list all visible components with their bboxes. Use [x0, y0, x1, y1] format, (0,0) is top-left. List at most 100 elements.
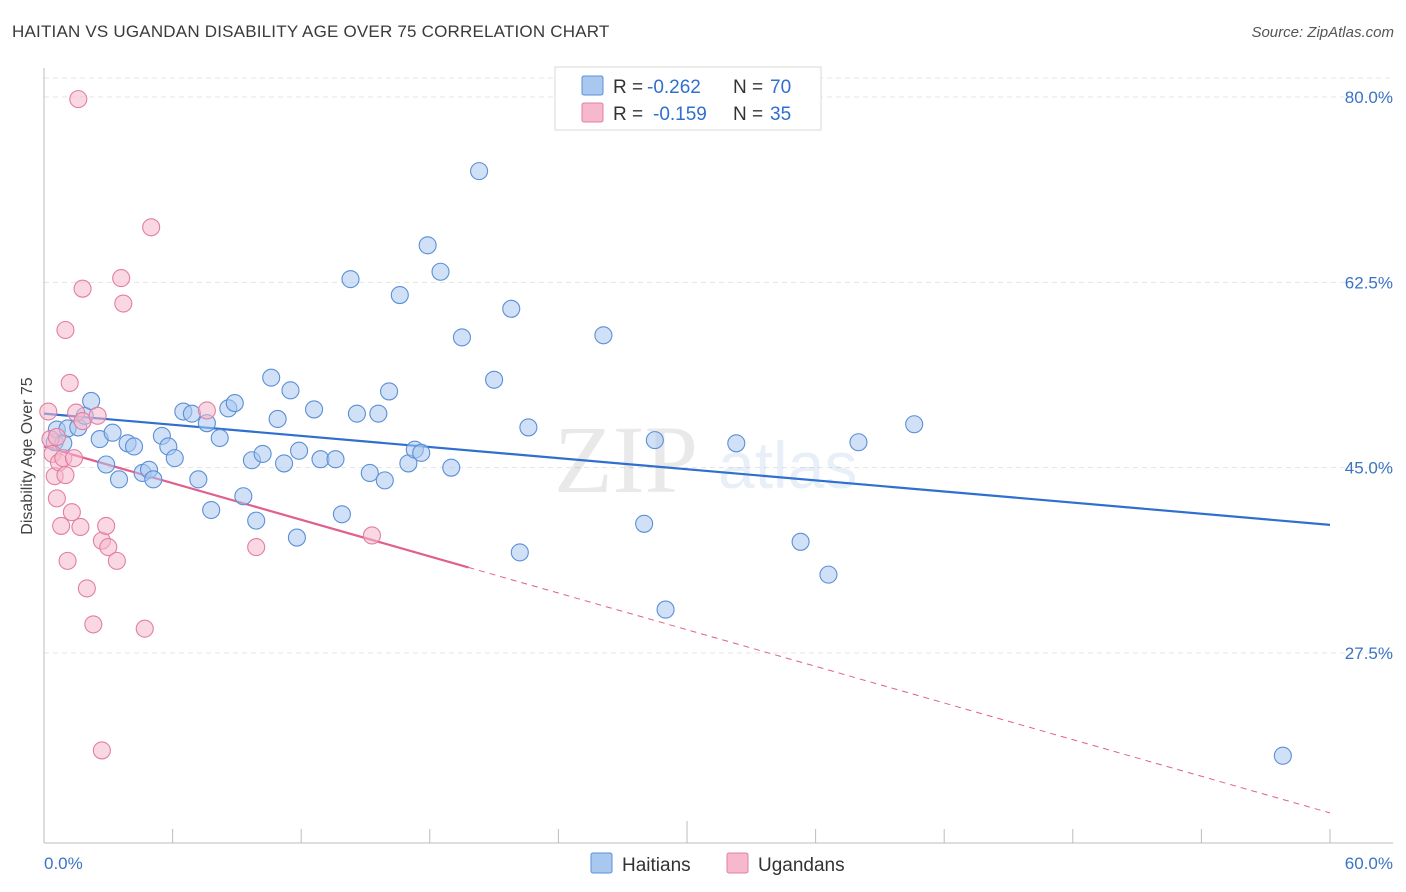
- ugandan-point-20: [77, 579, 96, 598]
- haitian-point-65: [791, 532, 810, 551]
- haitian-point-54: [452, 328, 472, 347]
- haitian-point-59: [519, 418, 538, 437]
- haitian-point-39: [326, 450, 345, 469]
- ugandan-point-7: [52, 516, 71, 535]
- legend-ugandan-r-value: -0.159: [653, 104, 707, 125]
- ugandan-point-33: [247, 538, 266, 557]
- haitian-point-66: [819, 565, 838, 584]
- y-tick-label-3: 80.0%: [1345, 88, 1393, 107]
- legend-bottom-haitian-swatch: [590, 852, 613, 874]
- ugandan-point-9: [56, 466, 75, 485]
- ugandan-point-27: [107, 551, 126, 570]
- chart-title: HAITIAN VS UGANDAN DISABILITY AGE OVER 7…: [12, 22, 610, 41]
- ugandan-point-17: [71, 517, 90, 537]
- ugandan-point-11: [58, 551, 77, 570]
- haitian-point-68: [905, 415, 924, 434]
- ugandan-point-29: [114, 294, 133, 313]
- legend-bottom-haitian-label: Haitians: [622, 855, 691, 876]
- haitian-point-29: [247, 511, 266, 530]
- haitian-point-67: [849, 433, 868, 452]
- legend-haitian-n-value: 70: [770, 77, 791, 98]
- ugandan-point-18: [73, 412, 92, 431]
- legend-bottom-ugandan-swatch: [726, 852, 749, 874]
- ugandan-point-32: [197, 401, 216, 420]
- y-tick-labels: 27.5% 45.0% 62.5% 80.0%: [1345, 88, 1393, 663]
- haitian-point-10: [109, 470, 129, 489]
- ugandan-point-14: [64, 449, 84, 468]
- ugandan-point-22: [88, 406, 107, 425]
- haitian-point-41: [341, 270, 360, 289]
- haitian-point-24: [210, 428, 229, 448]
- x-tick-label-max: 60.0%: [1345, 854, 1393, 873]
- haitian-point-55: [470, 162, 489, 181]
- ugandan-point-5: [47, 489, 66, 508]
- haitian-point-18: [165, 449, 184, 468]
- haitian-point-37: [305, 400, 324, 419]
- haitian-point-36: [290, 441, 309, 460]
- haitian-point-52: [431, 262, 450, 281]
- haitian-point-69: [1273, 746, 1292, 765]
- legend-ugandan-swatch: [581, 102, 604, 123]
- x-tick-label-min: 0.0%: [44, 854, 83, 873]
- ugandan-point-28: [112, 269, 131, 288]
- haitian-point-21: [189, 470, 208, 489]
- ugandan-point-34: [362, 526, 381, 545]
- ugandan-point-16: [69, 90, 88, 109]
- legend-haitian-swatch: [581, 75, 604, 96]
- haitian-point-31: [262, 368, 281, 387]
- haitian-point-33: [275, 454, 294, 473]
- ugandan-points: [39, 90, 381, 760]
- haitian-point-40: [332, 505, 351, 524]
- haitian-point-56: [485, 370, 504, 389]
- haitian-point-51: [418, 236, 437, 255]
- source-label: Source: ZipAtlas.com: [1251, 24, 1394, 41]
- haitian-point-63: [656, 600, 675, 619]
- ugandan-point-10: [56, 320, 75, 340]
- legend-ugandan-n-value: 35: [770, 104, 791, 125]
- ugandan-point-21: [84, 615, 103, 634]
- haitian-point-27: [234, 487, 253, 506]
- haitian-point-38: [311, 450, 330, 469]
- haitian-point-15: [144, 470, 163, 489]
- legend-bottom: Haitians Ugandans: [590, 852, 845, 876]
- haitian-point-58: [510, 543, 529, 562]
- ugandan-trend-line-extension: [468, 566, 1331, 814]
- legend-top: R = -0.262 N = 70 R = -0.159 N = 35: [554, 66, 822, 131]
- y-tick-label-0: 27.5%: [1345, 644, 1393, 663]
- legend-haitian-n-label: N =: [733, 77, 763, 98]
- haitian-point-61: [635, 514, 654, 533]
- ugandan-point-25: [99, 538, 118, 557]
- haitian-point-12: [124, 437, 144, 456]
- haitian-point-42: [347, 404, 366, 423]
- grid-lines: [44, 77, 1393, 654]
- legend-bottom-ugandan-label: Ugandans: [758, 855, 845, 876]
- haitian-point-44: [369, 404, 388, 423]
- haitian-point-30: [253, 444, 272, 463]
- ugandan-point-24: [97, 516, 116, 535]
- haitian-point-43: [360, 463, 379, 483]
- ugandan-point-13: [62, 503, 81, 522]
- haitian-point-47: [390, 285, 409, 305]
- legend-ugandan-n-label: N =: [733, 104, 763, 125]
- haitian-point-35: [287, 528, 306, 547]
- y-tick-label-1: 45.0%: [1345, 459, 1393, 478]
- ugandan-point-12: [60, 373, 79, 392]
- haitian-point-64: [727, 434, 746, 453]
- watermark: ZIP atlas: [554, 406, 857, 513]
- haitian-point-53: [442, 458, 461, 477]
- haitian-point-20: [182, 404, 201, 423]
- y-tick-label-2: 62.5%: [1345, 273, 1393, 292]
- legend-haitian-r-value: -0.262: [647, 77, 701, 98]
- legend-ugandan-r-label: R =: [613, 104, 643, 125]
- haitian-point-50: [412, 443, 431, 462]
- haitian-point-32: [268, 409, 287, 429]
- haitian-point-8: [97, 455, 116, 474]
- haitian-point-26: [225, 394, 244, 413]
- haitian-trend-line: [43, 412, 1331, 526]
- haitian-point-34: [281, 381, 300, 400]
- haitian-point-46: [380, 382, 399, 401]
- ugandan-point-0: [39, 402, 58, 421]
- legend-haitian-r-label: R =: [613, 77, 643, 98]
- ugandan-point-30: [135, 619, 154, 638]
- ugandan-point-19: [73, 279, 92, 298]
